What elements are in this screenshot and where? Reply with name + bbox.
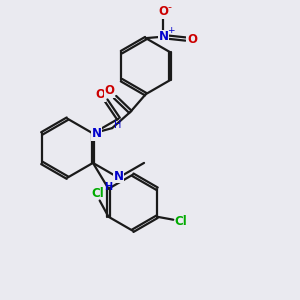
Text: N: N: [92, 127, 101, 140]
Text: H: H: [114, 120, 122, 130]
Text: O: O: [158, 5, 169, 18]
Text: N: N: [113, 170, 124, 183]
Text: +: +: [167, 26, 175, 35]
Text: H: H: [104, 182, 112, 191]
Text: Cl: Cl: [174, 215, 187, 228]
Text: O: O: [95, 88, 105, 101]
Text: N: N: [158, 30, 169, 43]
Text: O: O: [187, 32, 197, 46]
Text: O: O: [104, 84, 114, 97]
Text: -: -: [168, 2, 172, 12]
Text: Cl: Cl: [92, 187, 105, 200]
